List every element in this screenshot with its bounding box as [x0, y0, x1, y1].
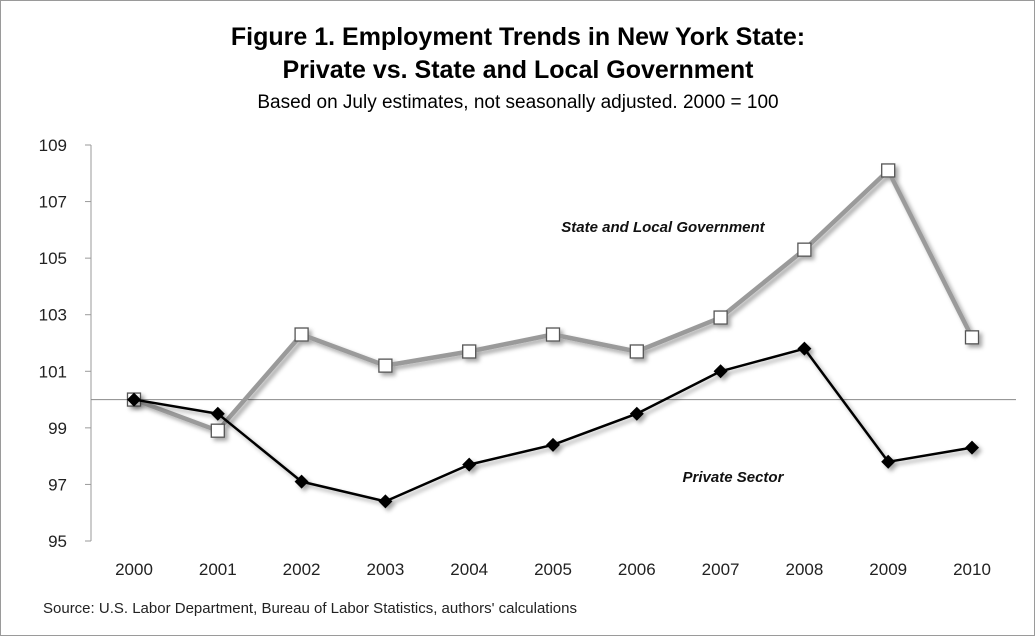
data-point-diamond — [294, 474, 309, 489]
data-point-diamond — [713, 364, 728, 379]
x-tick-label: 2007 — [702, 560, 740, 579]
data-point-diamond — [546, 437, 560, 452]
series-label-state-local: State and Local Government — [561, 219, 765, 236]
data-point-diamond — [462, 457, 477, 472]
y-tick-label: 101 — [39, 362, 67, 381]
y-tick-label: 99 — [48, 419, 67, 438]
data-point-diamond — [378, 494, 393, 509]
data-point-square — [881, 163, 896, 178]
y-tick-label: 97 — [48, 475, 67, 494]
data-point-diamond — [881, 454, 896, 469]
data-point-square — [964, 330, 980, 345]
data-point-diamond — [797, 341, 812, 356]
x-tick-label: 2010 — [953, 560, 991, 579]
data-point-diamond — [965, 440, 979, 455]
chart-subtitle: Based on July estimates, not seasonally … — [257, 92, 778, 113]
data-point-square — [545, 327, 561, 342]
data-point-square — [629, 344, 644, 359]
x-axis-ticks: 2000 2001 2002 2003 2004 2005 2006 2007 2008 2009… — [115, 560, 991, 579]
series-line — [133, 347, 973, 503]
x-tick-label: 2003 — [366, 560, 404, 579]
data-point-square — [210, 423, 225, 438]
series-layer — [126, 163, 980, 509]
x-tick-label: 2000 — [115, 560, 153, 579]
series-private-sector — [127, 341, 979, 509]
x-tick-label: 2008 — [785, 560, 823, 579]
data-point-square — [294, 327, 309, 342]
x-tick-label: 2001 — [199, 560, 237, 579]
chart-title-line2: Private vs. State and Local Government — [283, 56, 755, 84]
x-tick-label: 2002 — [283, 560, 321, 579]
data-point-square — [462, 344, 477, 359]
y-tick-label: 95 — [48, 532, 67, 551]
data-point-square — [713, 310, 728, 325]
x-tick-label: 2004 — [450, 560, 488, 579]
data-point-square — [378, 358, 393, 373]
x-tick-label: 2005 — [534, 560, 572, 579]
data-point-diamond — [127, 392, 141, 407]
y-axis-ticks: 95 97 99 101 103 105 107 109 — [39, 136, 91, 551]
data-point-diamond — [210, 406, 225, 421]
y-tick-label: 109 — [39, 136, 67, 155]
series-line — [133, 168, 975, 433]
y-tick-label: 105 — [39, 249, 67, 268]
chart-title-line1: Figure 1. Employment Trends in New York … — [231, 23, 805, 51]
series-label-private: Private Sector — [683, 469, 785, 486]
y-tick-label: 103 — [39, 306, 67, 325]
source-note: Source: U.S. Labor Department, Bureau of… — [43, 600, 577, 617]
data-point-square — [797, 242, 812, 257]
series-state-local-government — [126, 163, 980, 438]
x-tick-label: 2006 — [618, 560, 656, 579]
x-tick-label: 2009 — [869, 560, 907, 579]
y-tick-label: 107 — [39, 193, 67, 212]
data-point-diamond — [629, 406, 644, 421]
